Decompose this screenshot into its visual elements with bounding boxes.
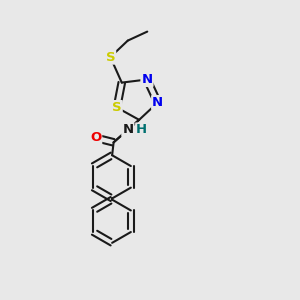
Text: O: O xyxy=(90,131,101,144)
Text: H: H xyxy=(136,123,147,136)
Text: S: S xyxy=(112,101,122,114)
Text: N: N xyxy=(152,96,163,109)
Text: N: N xyxy=(122,123,134,136)
Text: N: N xyxy=(141,73,152,86)
Text: S: S xyxy=(106,51,115,64)
